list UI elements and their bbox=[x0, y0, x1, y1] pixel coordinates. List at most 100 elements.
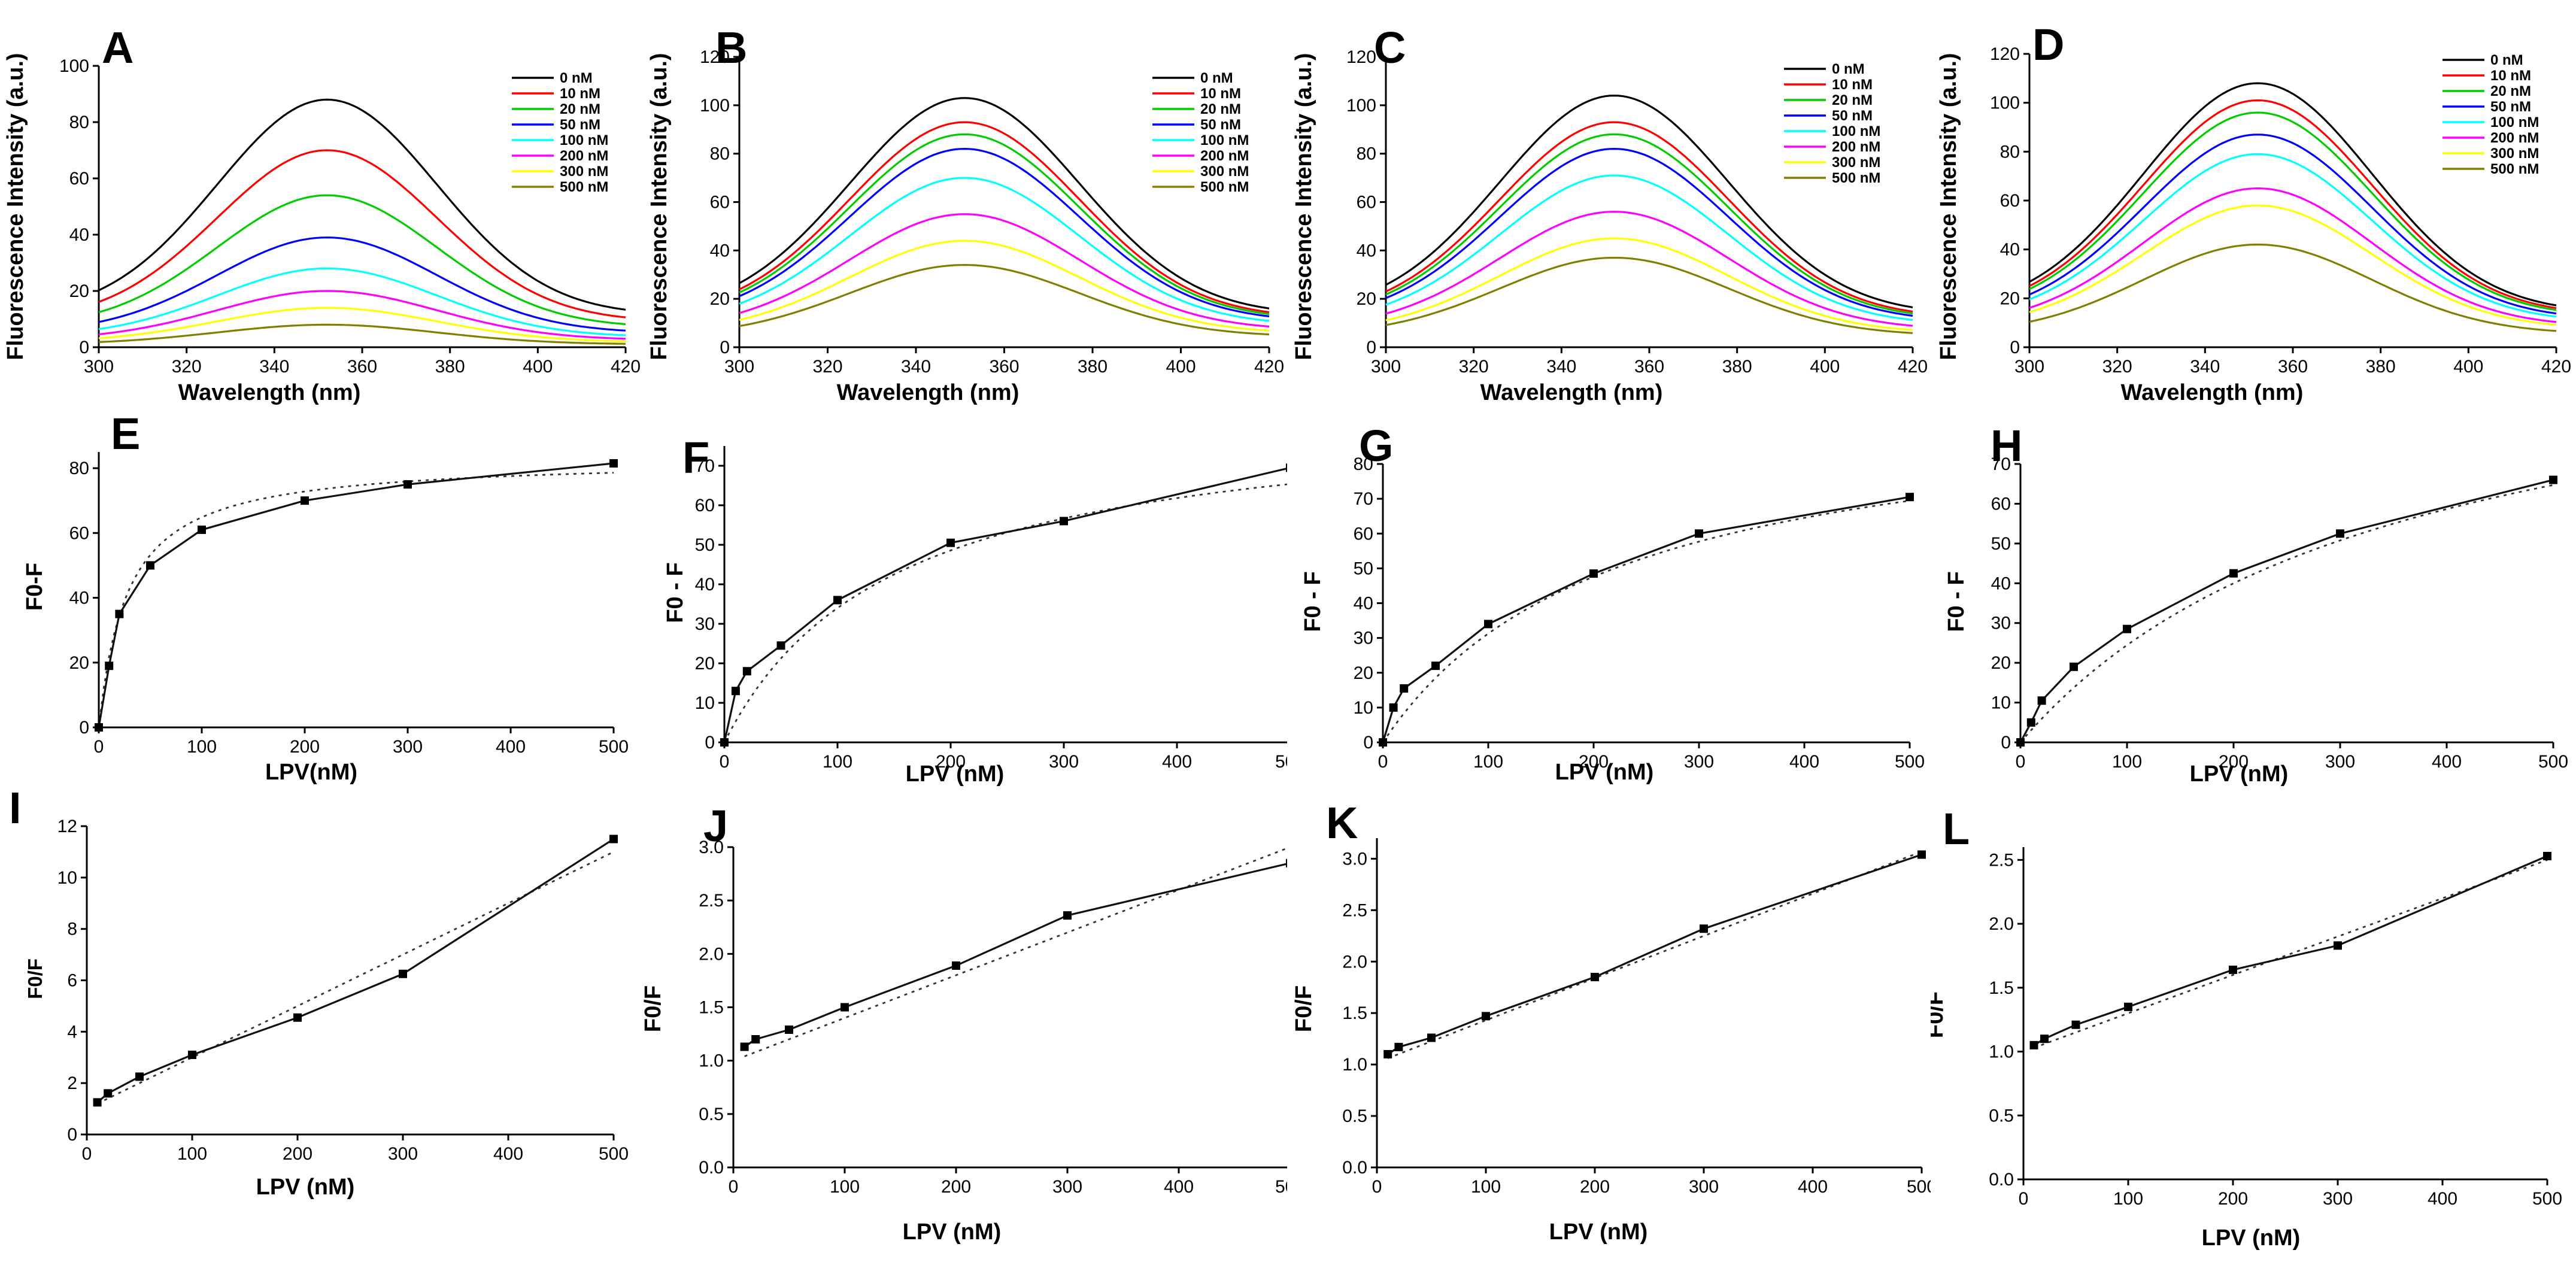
data-point bbox=[1389, 703, 1398, 712]
data-point bbox=[1379, 738, 1387, 747]
y-tick-label: 40 bbox=[1357, 241, 1376, 260]
x-tick-label: 300 bbox=[2014, 357, 2044, 377]
panel-letter: E bbox=[111, 413, 140, 459]
data-point bbox=[293, 1013, 302, 1022]
x-tick-label: 200 bbox=[2218, 1189, 2248, 1209]
y-tick-label: 1.0 bbox=[1342, 1055, 1367, 1075]
x-tick-label: 500 bbox=[1275, 752, 1287, 772]
data-point bbox=[2037, 696, 2046, 705]
y-tick-label: 3.0 bbox=[1342, 849, 1367, 869]
spectrum-line bbox=[98, 323, 626, 345]
legend-label: 20 nM bbox=[560, 101, 600, 117]
legend-label: 50 nM bbox=[1832, 108, 1873, 124]
x-axis-title: LPV (nM) bbox=[1555, 760, 1654, 785]
spectrum-line bbox=[2029, 82, 2557, 307]
panel-letter: C bbox=[1374, 23, 1406, 72]
legend-label: 10 nM bbox=[1832, 77, 1873, 93]
y-tick-label: 0.0 bbox=[1989, 1170, 2014, 1190]
x-tick-label: 300 bbox=[724, 357, 754, 377]
x-tick-label: 380 bbox=[1722, 357, 1752, 377]
y-tick-label: 40 bbox=[69, 588, 89, 608]
x-tick-label: 500 bbox=[2532, 1189, 2562, 1209]
data-point bbox=[2543, 851, 2551, 860]
x-axis-title: Wavelength (nm) bbox=[1480, 380, 1663, 405]
legend-label: 0 nM bbox=[1200, 70, 1233, 86]
fit-curve bbox=[744, 847, 1287, 1057]
y-tick-label: 0 bbox=[79, 338, 89, 357]
x-axis-title: LPV (nM) bbox=[1549, 1219, 1648, 1245]
y-tick-label: 2.5 bbox=[1342, 900, 1367, 920]
fit-curve bbox=[723, 483, 1287, 743]
data-line bbox=[1382, 496, 1910, 743]
legend-label: 200 nM bbox=[2490, 130, 2539, 146]
data-point bbox=[1431, 662, 1440, 671]
x-tick-label: 300 bbox=[1052, 1177, 1082, 1197]
legend-label: 500 nM bbox=[1832, 170, 1880, 186]
y-tick-label: 60 bbox=[1357, 193, 1376, 213]
x-axis-title: Wavelength (nm) bbox=[2121, 380, 2304, 405]
y-axis-title: Fluorescence Intensity (a.u.) bbox=[1291, 53, 1316, 360]
x-tick-label: 400 bbox=[496, 737, 526, 757]
y-tick-label: 80 bbox=[69, 459, 89, 478]
data-point bbox=[1917, 850, 1926, 859]
x-tick-label: 0 bbox=[1372, 1177, 1382, 1197]
data-point bbox=[1286, 858, 1287, 867]
legend-label: 10 nM bbox=[2490, 68, 2531, 84]
x-tick-label: 500 bbox=[1907, 1177, 1931, 1197]
x-tick-label: 420 bbox=[2541, 357, 2571, 377]
y-tick-label: 120 bbox=[1346, 47, 1376, 67]
data-point bbox=[188, 1050, 196, 1059]
y-axis-title: F0-F bbox=[22, 563, 47, 611]
x-tick-label: 0 bbox=[2019, 1189, 2029, 1209]
y-tick-label: 60 bbox=[2000, 191, 2020, 211]
y-tick-label: 0 bbox=[2010, 338, 2020, 357]
panel-letter: D bbox=[2032, 20, 2064, 69]
data-line bbox=[744, 863, 1287, 1048]
y-tick-label: 100 bbox=[1346, 96, 1376, 116]
data-point bbox=[841, 1003, 849, 1012]
x-axis-title: LPV (nM) bbox=[906, 762, 1005, 787]
y-axis-title: F0/F bbox=[24, 958, 46, 999]
data-point bbox=[93, 1098, 102, 1107]
data-point bbox=[1394, 1042, 1403, 1051]
y-axis-title: F0/F bbox=[1931, 991, 1948, 1038]
data-point bbox=[609, 835, 618, 844]
x-tick-label: 400 bbox=[493, 1144, 523, 1164]
spectrum-line bbox=[1385, 95, 1913, 308]
data-point bbox=[1286, 463, 1287, 472]
legend-label: 10 nM bbox=[1200, 86, 1241, 102]
data-point bbox=[1484, 620, 1492, 629]
y-tick-label: 70 bbox=[1354, 489, 1373, 509]
legend-label: 500 nM bbox=[2490, 161, 2539, 177]
y-tick-label: 4 bbox=[67, 1022, 77, 1042]
data-point bbox=[1482, 1012, 1490, 1021]
spectrum-line bbox=[98, 307, 626, 342]
spectrum-line bbox=[2029, 153, 2557, 318]
y-tick-label: 20 bbox=[695, 654, 715, 674]
x-tick-label: 0 bbox=[94, 737, 104, 757]
fit-curve bbox=[98, 472, 614, 728]
legend-label: 10 nM bbox=[560, 86, 600, 102]
x-tick-label: 200 bbox=[283, 1144, 312, 1164]
x-tick-label: 340 bbox=[2190, 357, 2220, 377]
panel-k-stern-volmer-plot: 0 100 200 300 400 500 0.0 0.5 1.0 1.5 2.0 2.5 3.0 LPV… bbox=[1291, 798, 1931, 1245]
legend-label: 0 nM bbox=[1832, 61, 1865, 77]
data-point bbox=[1695, 529, 1703, 538]
x-tick-label: 400 bbox=[2428, 1189, 2457, 1209]
y-tick-label: 80 bbox=[69, 113, 89, 132]
panel-h-binding-curve: 0 100 200 300 400 500 0 10 20 30 40 50 60 70 LPV (nM) F… bbox=[1944, 421, 2568, 787]
x-tick-label: 100 bbox=[2113, 1189, 2143, 1209]
panel-letter: J bbox=[703, 801, 728, 851]
panel-d-emission-spectra: 300 320 340 360 380 400 420 0 20 40 60 80 100 120 Wave… bbox=[1936, 20, 2571, 405]
data-point bbox=[2071, 1020, 2080, 1029]
y-tick-label: 30 bbox=[695, 614, 715, 634]
y-tick-label: 2.0 bbox=[699, 944, 724, 964]
data-point bbox=[1700, 924, 1708, 933]
legend-label: 500 nM bbox=[1200, 179, 1249, 195]
x-tick-label: 100 bbox=[1473, 752, 1503, 772]
x-tick-label: 100 bbox=[830, 1177, 860, 1197]
fit-curve bbox=[2019, 484, 2554, 743]
data-point bbox=[146, 561, 154, 570]
data-point bbox=[785, 1025, 793, 1034]
legend-label: 50 nM bbox=[1200, 117, 1241, 133]
